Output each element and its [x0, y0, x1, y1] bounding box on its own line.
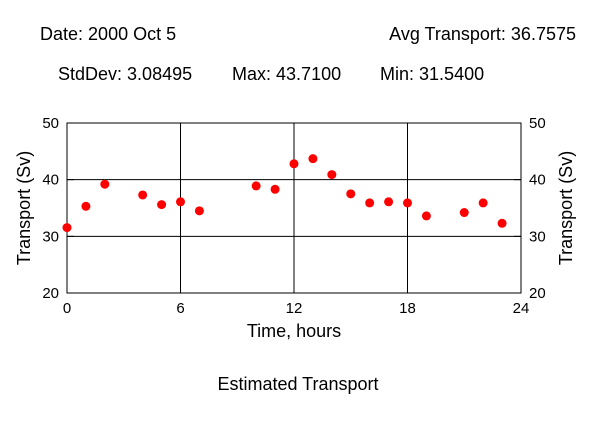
data-point — [308, 154, 318, 164]
y-tick-label-right: 50 — [529, 115, 546, 132]
avg-transport-stat: Avg Transport: 36.7575 — [389, 24, 576, 45]
y-tick-label-left: 40 — [42, 172, 59, 189]
max-stat: Max: 43.7100 — [232, 64, 341, 85]
data-point — [421, 211, 431, 221]
date-stat: Date: 2000 Oct 5 — [40, 24, 176, 45]
data-point — [459, 208, 469, 218]
y-tick-label-right: 30 — [529, 228, 546, 245]
min-value: 31.5400 — [419, 64, 485, 84]
date-value: 2000 Oct 5 — [88, 24, 177, 44]
chart-caption: Estimated Transport — [217, 374, 379, 394]
x-tick-label: 12 — [286, 300, 303, 317]
data-point — [138, 190, 148, 200]
tick-layer — [66, 122, 522, 294]
x-tick-label: 18 — [399, 300, 416, 317]
stddev-label: StdDev: — [58, 64, 123, 84]
y-tick-label-right: 20 — [529, 285, 546, 302]
data-point — [346, 189, 356, 199]
data-point — [251, 181, 261, 191]
date-label: Date: — [40, 24, 84, 44]
max-label: Max: — [232, 64, 272, 84]
data-point — [327, 170, 337, 180]
max-value: 43.7100 — [276, 64, 342, 84]
data-point — [478, 198, 488, 208]
stddev-stat: StdDev: 3.08495 — [58, 64, 192, 85]
stddev-value: 3.08495 — [127, 64, 193, 84]
x-tick-label: 6 — [176, 300, 184, 317]
data-point — [100, 179, 110, 189]
y-tick-label-right: 40 — [529, 172, 546, 189]
y-tick-label-left: 30 — [42, 228, 59, 245]
data-point — [81, 201, 91, 211]
data-point — [270, 184, 280, 194]
y-tick-label-left: 20 — [42, 285, 59, 302]
y-tick-label-left: 50 — [42, 115, 59, 132]
data-point — [157, 200, 167, 210]
x-tick-label: 0 — [63, 300, 71, 317]
data-point — [403, 198, 412, 208]
min-stat: Min: 31.5400 — [380, 64, 484, 85]
data-point-layer — [62, 154, 507, 233]
data-point — [497, 218, 507, 228]
data-point — [384, 197, 394, 207]
data-point — [194, 206, 204, 216]
data-point — [176, 197, 185, 207]
x-axis-title: Time, hours — [247, 321, 341, 341]
data-point — [289, 159, 299, 169]
grid-layer — [67, 123, 521, 293]
data-point — [62, 223, 72, 233]
y-axis-title-right: Transport (Sv) — [556, 151, 576, 265]
min-label: Min: — [380, 64, 415, 84]
y-axis-title-left: Transport (Sv) — [14, 151, 34, 265]
data-point — [365, 198, 375, 208]
avg-transport-value: 36.7575 — [510, 24, 576, 44]
avg-transport-label: Avg Transport: — [389, 24, 506, 44]
x-tick-label: 24 — [513, 300, 530, 317]
